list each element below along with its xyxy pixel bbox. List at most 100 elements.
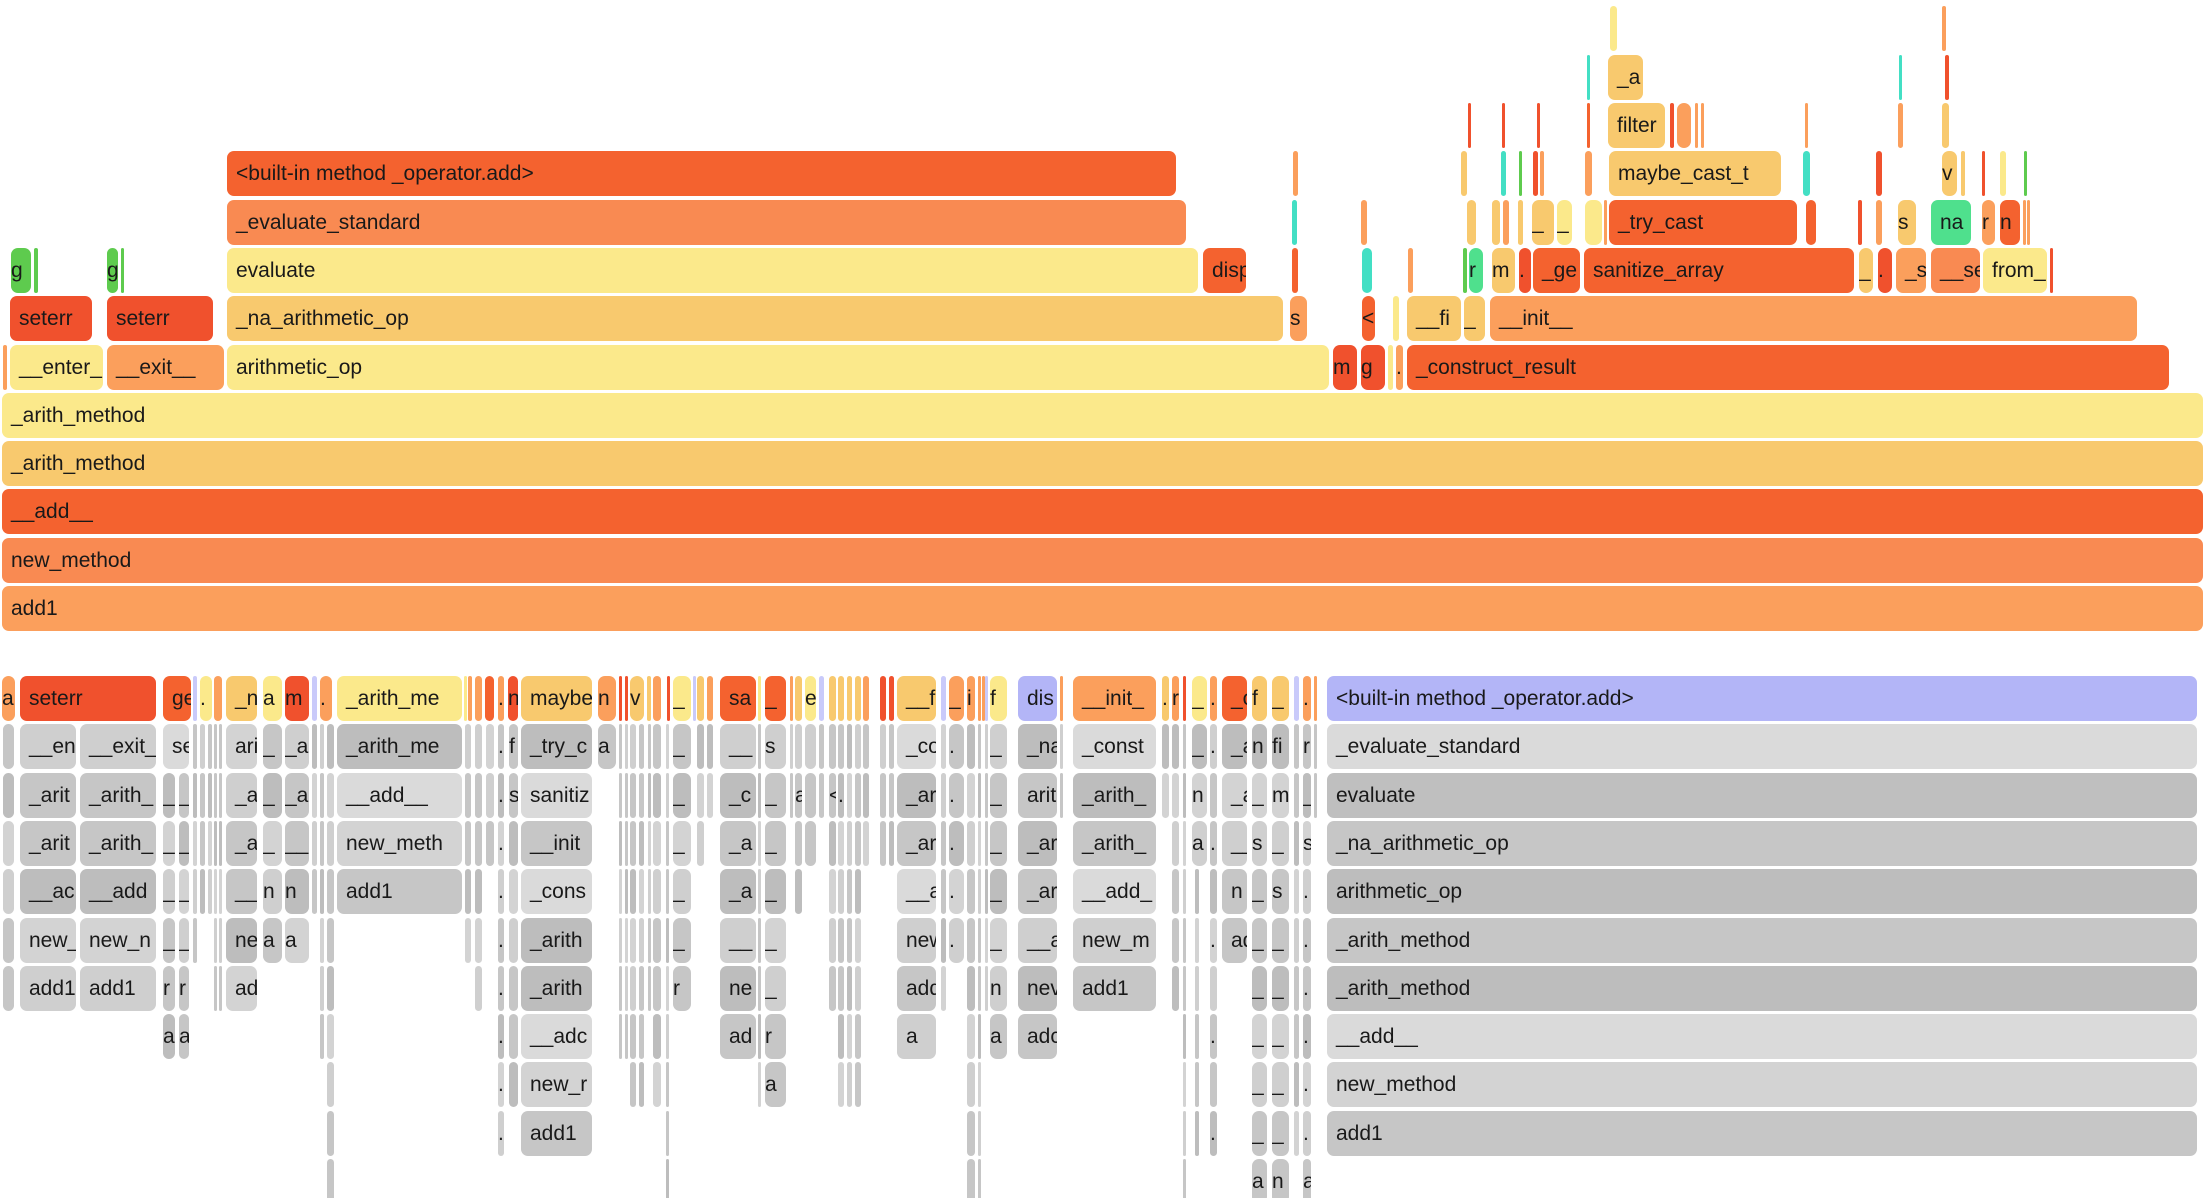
caller-frame[interactable]: _ bbox=[673, 724, 691, 770]
caller-frame[interactable]: _ bbox=[1303, 772, 1311, 818]
caller-frame[interactable] bbox=[1314, 772, 1317, 818]
caller-frame[interactable] bbox=[648, 965, 651, 1011]
leaf-frame[interactable]: _ bbox=[949, 676, 964, 721]
caller-frame[interactable] bbox=[666, 917, 669, 963]
flame-frame[interactable]: __enter_ bbox=[10, 344, 103, 390]
caller-frame[interactable] bbox=[1060, 772, 1063, 818]
flame-frame[interactable] bbox=[1361, 199, 1367, 245]
caller-frame[interactable] bbox=[978, 1110, 981, 1156]
leaf-frame[interactable] bbox=[847, 676, 852, 721]
caller-frame[interactable]: ad bbox=[720, 1014, 756, 1060]
caller-frame[interactable]: . bbox=[1210, 820, 1217, 866]
flame-frame[interactable] bbox=[1803, 151, 1810, 197]
caller-frame[interactable] bbox=[847, 917, 852, 963]
leaf-frame[interactable]: . bbox=[498, 676, 504, 721]
leaf-frame[interactable]: _n bbox=[226, 676, 257, 721]
caller-frame[interactable]: _ bbox=[1252, 869, 1267, 915]
caller-frame[interactable]: _ bbox=[163, 917, 175, 963]
caller-frame[interactable] bbox=[1294, 772, 1299, 818]
caller-frame[interactable]: fi bbox=[1272, 724, 1289, 770]
caller-frame[interactable] bbox=[666, 965, 669, 1011]
flame-frame[interactable]: _ bbox=[1464, 296, 1485, 342]
caller-frame[interactable]: . bbox=[1210, 724, 1217, 770]
caller-frame[interactable]: _ bbox=[1272, 1014, 1289, 1060]
leaf-frame[interactable] bbox=[468, 676, 472, 721]
caller-frame[interactable] bbox=[625, 869, 628, 915]
caller-frame[interactable]: _try_c bbox=[521, 724, 592, 770]
caller-frame[interactable] bbox=[639, 965, 644, 1011]
caller-frame[interactable] bbox=[880, 724, 886, 770]
caller-frame[interactable]: new_r bbox=[521, 1062, 592, 1108]
leaf-frame[interactable]: dis bbox=[1018, 676, 1057, 721]
caller-frame[interactable]: _ bbox=[765, 917, 786, 963]
caller-frame[interactable]: a bbox=[263, 917, 282, 963]
caller-frame[interactable]: add1 bbox=[337, 869, 462, 915]
selected-frame[interactable]: <built-in method _operator.add> bbox=[1327, 676, 2197, 721]
leaf-frame[interactable]: _arith_me bbox=[337, 676, 462, 721]
caller-frame[interactable]: m bbox=[1272, 772, 1289, 818]
caller-frame[interactable]: ad bbox=[1222, 917, 1247, 963]
caller-frame[interactable]: _a bbox=[285, 772, 309, 818]
caller-frame[interactable]: r bbox=[163, 965, 175, 1011]
caller-frame[interactable]: n bbox=[285, 869, 309, 915]
caller-frame[interactable]: _ar bbox=[1018, 820, 1057, 866]
caller-frame[interactable]: arit bbox=[1018, 772, 1057, 818]
flame-frame[interactable] bbox=[1876, 151, 1882, 197]
leaf-frame[interactable] bbox=[978, 676, 981, 721]
flame-frame[interactable]: __init__ bbox=[1490, 296, 2137, 342]
leaf-frame[interactable]: . bbox=[1303, 676, 1311, 721]
caller-frame[interactable] bbox=[312, 772, 317, 818]
caller-frame[interactable] bbox=[214, 965, 217, 1011]
caller-frame[interactable]: . bbox=[949, 869, 964, 915]
caller-frame[interactable] bbox=[666, 772, 669, 818]
caller-frame[interactable] bbox=[1183, 772, 1186, 818]
leaf-frame[interactable] bbox=[667, 676, 670, 721]
caller-frame[interactable] bbox=[978, 772, 981, 818]
caller-frame[interactable] bbox=[967, 724, 975, 770]
caller-frame[interactable]: _arith bbox=[521, 917, 592, 963]
caller-frame[interactable]: __ bbox=[1222, 820, 1247, 866]
caller-frame[interactable] bbox=[1172, 820, 1179, 866]
caller-frame[interactable] bbox=[320, 965, 324, 1011]
caller-frame[interactable]: _ bbox=[765, 869, 786, 915]
leaf-frame[interactable] bbox=[697, 676, 704, 721]
caller-frame[interactable] bbox=[855, 820, 861, 866]
flame-frame[interactable] bbox=[2027, 199, 2030, 245]
leaf-frame[interactable]: . bbox=[1210, 676, 1217, 721]
leaf-frame[interactable]: a bbox=[2, 676, 15, 721]
caller-frame[interactable]: _ bbox=[1252, 1062, 1267, 1108]
caller-frame[interactable]: n bbox=[1272, 1159, 1289, 1198]
caller-frame[interactable] bbox=[985, 917, 988, 963]
caller-frame[interactable]: add1 bbox=[1073, 965, 1156, 1011]
caller-frame[interactable]: _ar bbox=[897, 820, 936, 866]
caller-frame[interactable] bbox=[320, 820, 324, 866]
caller-frame[interactable]: _ bbox=[263, 820, 282, 866]
flame-frame[interactable]: r bbox=[1469, 247, 1483, 293]
leaf-frame[interactable] bbox=[1314, 676, 1317, 721]
caller-frame[interactable] bbox=[639, 1014, 644, 1060]
caller-frame[interactable] bbox=[1172, 869, 1179, 915]
caller-frame[interactable]: _c bbox=[720, 772, 756, 818]
caller-frame[interactable] bbox=[509, 869, 518, 915]
caller-frame[interactable]: s bbox=[509, 772, 518, 818]
caller-frame[interactable] bbox=[880, 772, 886, 818]
caller-frame[interactable]: __exit_ bbox=[80, 724, 156, 770]
flame-frame[interactable] bbox=[1292, 199, 1297, 245]
caller-frame[interactable] bbox=[320, 1014, 324, 1060]
flame-frame[interactable]: _ge bbox=[1533, 247, 1580, 293]
flame-frame[interactable]: g bbox=[1361, 344, 1385, 390]
caller-frame[interactable] bbox=[1183, 1014, 1186, 1060]
leaf-frame[interactable]: r bbox=[1172, 676, 1179, 721]
leaf-frame[interactable] bbox=[619, 676, 622, 721]
leaf-frame[interactable] bbox=[982, 676, 985, 721]
caller-frame[interactable]: _arith bbox=[521, 965, 592, 1011]
caller-frame[interactable]: _arith_ bbox=[80, 772, 156, 818]
caller-frame[interactable]: . bbox=[1303, 965, 1311, 1011]
flame-frame[interactable] bbox=[1388, 344, 1393, 390]
flame-frame[interactable] bbox=[1898, 103, 1903, 148]
caller-frame[interactable]: a bbox=[179, 1014, 189, 1060]
caller-frame[interactable] bbox=[805, 772, 816, 818]
caller-frame[interactable] bbox=[985, 724, 988, 770]
caller-frame[interactable]: a bbox=[598, 724, 616, 770]
flame-frame[interactable] bbox=[121, 247, 124, 293]
